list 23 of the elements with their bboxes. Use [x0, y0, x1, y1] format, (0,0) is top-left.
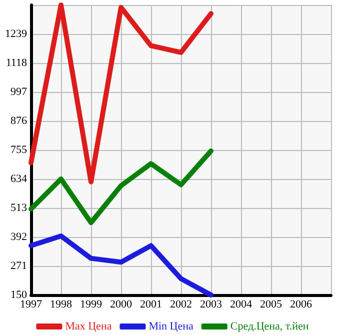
y-tick-label: 634	[10, 173, 28, 185]
y-tick-label: 150	[10, 289, 28, 301]
x-tick-label: 2002	[170, 298, 192, 310]
x-tick-label: 1999	[80, 298, 102, 310]
y-tick-label: 755	[10, 144, 28, 156]
x-tick-label: 2006	[290, 298, 312, 310]
y-tick-label: 1239	[5, 28, 28, 40]
x-tick-label: 2003	[200, 298, 222, 310]
y-tick-label: 271	[10, 260, 27, 272]
x-tick-label: 2004	[230, 298, 252, 310]
legend-label: Max Цена	[65, 320, 112, 332]
x-tick-label: 2001	[140, 298, 162, 310]
x-tick-label: 1998	[50, 298, 72, 310]
x-tick-label: 2005	[260, 298, 282, 310]
y-tick-label: 876	[10, 115, 28, 127]
legend-label: Сред.Цена, т.йен	[230, 320, 309, 332]
y-tick-label: 392	[10, 231, 27, 243]
y-tick-label: 997	[10, 86, 28, 98]
y-tick-label: 513	[10, 202, 28, 214]
y-tick-label: 1118	[6, 57, 28, 69]
x-tick-label: 1997	[20, 298, 42, 310]
x-tick-label: 2000	[110, 298, 132, 310]
legend-label: Min Цена	[148, 320, 194, 332]
